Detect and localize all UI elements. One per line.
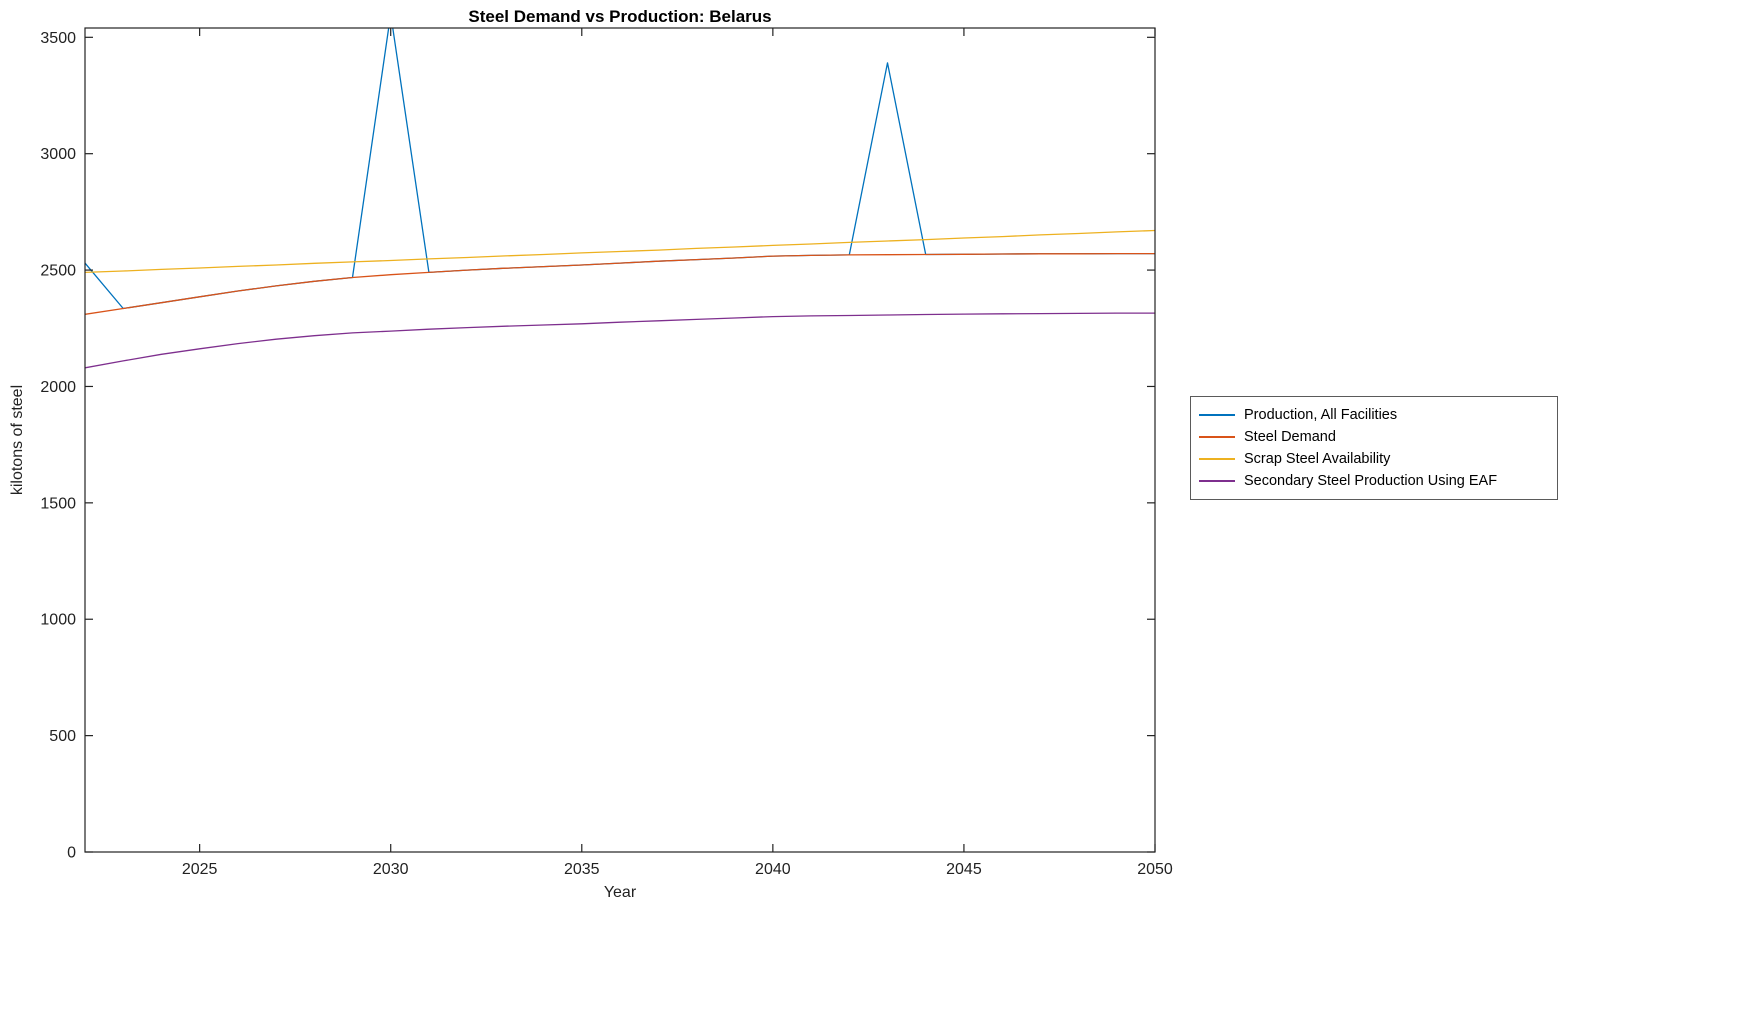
legend-item: Scrap Steel Availability — [1199, 448, 1549, 470]
series-line-1 — [85, 252, 1155, 315]
axes-frame — [84, 27, 1156, 853]
y-tick-label: 0 — [67, 845, 76, 862]
y-tick-label: 2500 — [40, 263, 76, 280]
y-axis-label: kilotons of steel — [9, 384, 26, 496]
legend-line-sample — [1199, 458, 1235, 460]
legend-label: Steel Demand — [1244, 429, 1336, 445]
legend-label: Secondary Steel Production Using EAF — [1244, 473, 1498, 489]
x-tick-label: 2040 — [755, 861, 791, 878]
x-tick-label: 2050 — [1137, 861, 1173, 878]
x-tick-label: 2025 — [182, 861, 218, 878]
x-tick-label: 2035 — [564, 861, 600, 878]
y-tick-label: 500 — [49, 728, 76, 745]
legend-item: Secondary Steel Production Using EAF — [1199, 470, 1549, 492]
y-tick-label: 1000 — [40, 612, 76, 629]
legend-item: Steel Demand — [1199, 426, 1549, 448]
series-line-3 — [85, 312, 1155, 369]
x-tick-label: 2030 — [373, 861, 409, 878]
legend-line-sample — [1199, 480, 1235, 482]
x-axis-label: Year — [603, 884, 637, 901]
y-tick-label: 3500 — [40, 30, 76, 47]
chart-title: Steel Demand vs Production: Belarus — [468, 7, 772, 26]
y-tick-label: 3000 — [40, 146, 76, 163]
x-tick-label: 2045 — [946, 861, 982, 878]
y-tick-label: 1500 — [40, 495, 76, 512]
legend-line-sample — [1199, 436, 1235, 438]
y-tick-label: 2000 — [40, 379, 76, 396]
series-line-0 — [85, 28, 1155, 310]
legend-label: Scrap Steel Availability — [1244, 451, 1391, 467]
legend: Production, All Facilities Steel Demand Sc… — [1190, 396, 1558, 500]
legend-label: Production, All Facilities — [1244, 407, 1398, 423]
legend-item: Production, All Facilities — [1199, 404, 1549, 426]
series-line-2 — [85, 229, 1155, 274]
legend-line-sample — [1199, 414, 1235, 416]
